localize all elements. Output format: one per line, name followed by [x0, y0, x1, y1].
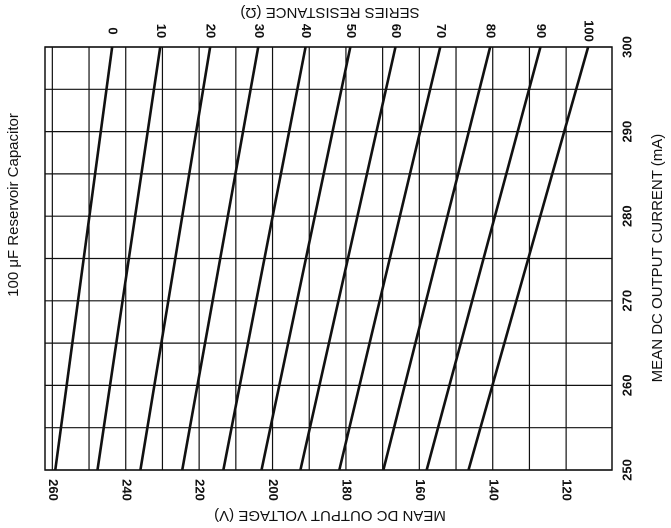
series-line — [180, 46, 260, 471]
y-tick-label: 270 — [619, 290, 634, 312]
series-line — [338, 46, 442, 471]
x-tick-label: 260 — [46, 479, 61, 501]
y-tick-label: 300 — [619, 36, 634, 58]
y-tick-label: 260 — [619, 375, 634, 397]
series-label: 30 — [252, 24, 267, 38]
series-line — [467, 46, 590, 471]
y-tick-label: 250 — [619, 459, 634, 481]
series-label: 70 — [434, 24, 449, 38]
annotation: 100 μF Reservoir Capacitor — [5, 113, 22, 297]
chart-title: SERIES RESISTANCE (Ω) — [240, 4, 419, 21]
series-line — [260, 46, 352, 471]
y-tick-label: 290 — [619, 121, 634, 143]
y-tick-label: 280 — [619, 205, 634, 227]
x-tick-label: 200 — [266, 479, 281, 501]
y-axis-label: MEAN DC OUTPUT CURRENT (mA) — [649, 134, 666, 383]
x-tick-label: 180 — [339, 479, 354, 501]
series-line — [299, 46, 397, 471]
series-label: 0 — [106, 27, 121, 34]
series-label: 60 — [389, 24, 404, 38]
series-label: 80 — [484, 24, 499, 38]
x-tick-label: 140 — [486, 479, 501, 501]
series-label: 20 — [204, 24, 219, 38]
series-line — [96, 46, 162, 471]
x-axis-label: MEAN DC OUTPUT VOLTAGE (V) — [214, 507, 446, 524]
series-line — [53, 46, 114, 471]
x-tick-label: 120 — [560, 479, 575, 501]
series-label: 100 — [582, 20, 597, 42]
x-tick-label: 220 — [193, 479, 208, 501]
series-label: 40 — [299, 24, 314, 38]
series-label: 50 — [344, 24, 359, 38]
series-label: 90 — [534, 24, 549, 38]
series-label: 10 — [154, 24, 169, 38]
series-line — [425, 46, 542, 471]
series-line — [139, 46, 212, 471]
x-tick-label: 240 — [119, 479, 134, 501]
series-line — [382, 46, 492, 471]
series-line — [222, 46, 307, 471]
x-tick-label: 160 — [413, 479, 428, 501]
